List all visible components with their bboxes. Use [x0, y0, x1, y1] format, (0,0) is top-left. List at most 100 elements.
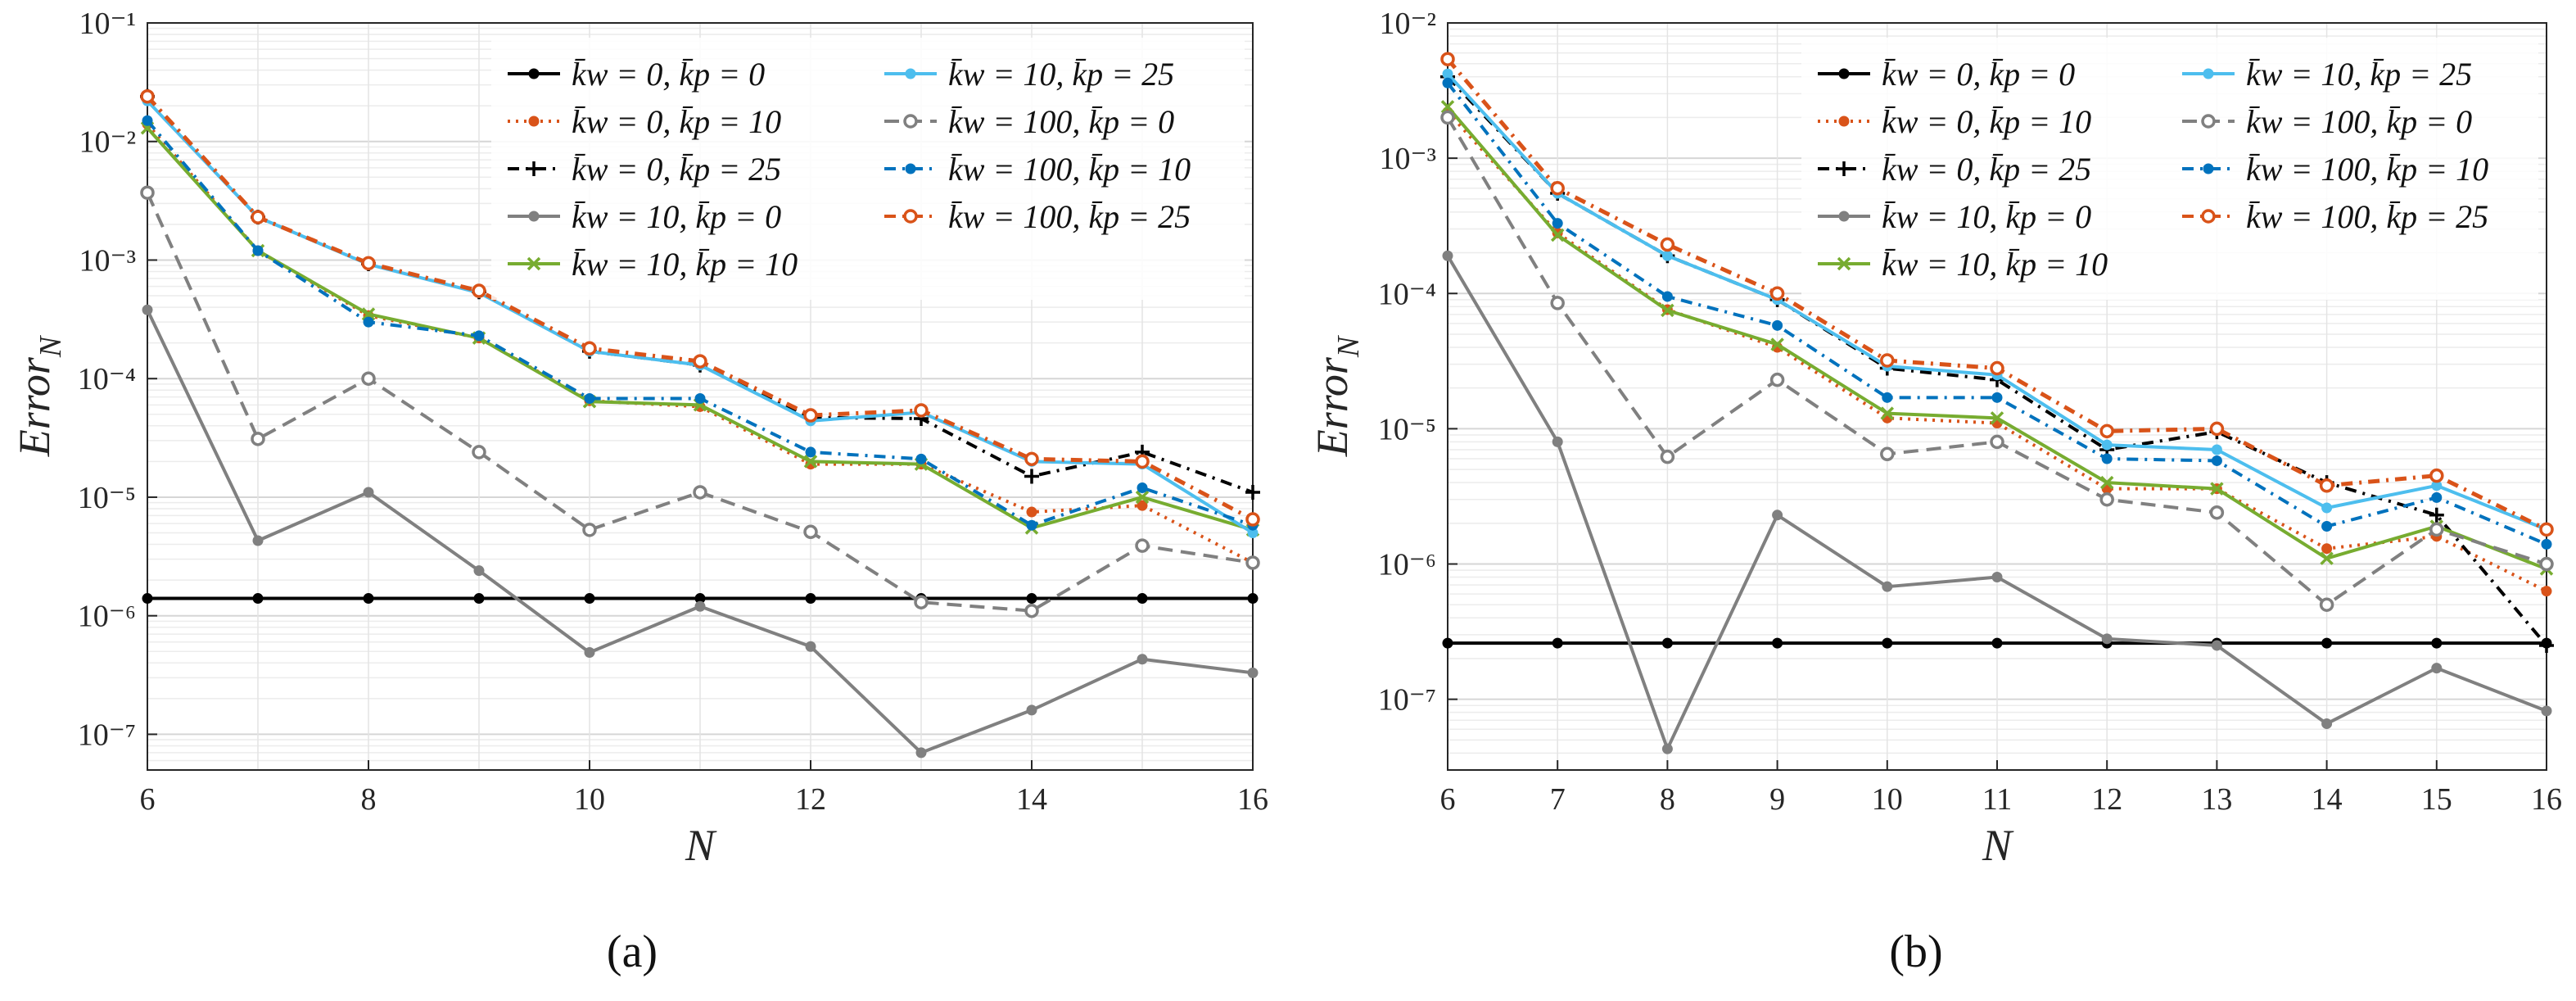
data-point: [1440, 100, 1455, 114]
data-point: [2431, 480, 2443, 491]
data-point: [915, 453, 927, 464]
legend-swatch-marker: [905, 68, 916, 79]
data-point: [2431, 663, 2443, 674]
data-point: [1661, 291, 1673, 302]
data-point: [473, 593, 485, 605]
legend-swatch-marker: [1838, 68, 1850, 79]
legend-label: k̄w = 10, k̄p = 10: [572, 246, 798, 283]
x-axis-label: N: [1982, 821, 2014, 870]
data-point: [251, 210, 265, 224]
series-8: [142, 115, 1259, 531]
legend-label: k̄w = 100, k̄p = 25: [2246, 198, 2488, 235]
data-point: [1880, 353, 1895, 368]
legend-background: [491, 38, 1245, 300]
y-axis-label: ErrorN: [10, 334, 68, 457]
data-point: [2099, 475, 2114, 490]
legend-swatch-marker: [2203, 68, 2214, 79]
data-point: [140, 185, 155, 200]
data-point: [1026, 593, 1037, 605]
data-point: [1990, 360, 2004, 376]
data-point: [2099, 491, 2114, 507]
data-point: [1552, 637, 1563, 649]
x-tick-label: 8: [1660, 782, 1675, 817]
data-point: [693, 485, 707, 500]
legend-background: [1801, 38, 2538, 300]
data-point: [1442, 77, 1453, 88]
y-tick-label: 10⁻⁶: [1378, 548, 1436, 582]
legend-label: k̄w = 0, k̄p = 25: [1882, 151, 2091, 188]
legend-swatch-marker: [526, 161, 541, 176]
series-group: [140, 88, 1260, 759]
legend-item: k̄w = 10, k̄p = 10: [1818, 246, 2108, 283]
data-point: [2210, 482, 2224, 496]
legend: k̄w = 0, k̄p = 0 k̄w = 0, k̄p = 10 k̄w = 0…: [491, 38, 1245, 300]
legend-item: k̄w = 0, k̄p = 25: [508, 151, 781, 188]
legend-item: k̄w = 10, k̄p = 10: [508, 246, 798, 283]
panel-label-a: (a): [607, 926, 658, 977]
data-point: [2541, 705, 2552, 717]
y-tick-label: 10⁻⁷: [78, 718, 136, 752]
data-point: [2099, 424, 2114, 439]
series-1: [142, 593, 1259, 605]
data-point: [1247, 667, 1259, 678]
x-tick-label: 14: [1016, 782, 1047, 817]
y-tick-label: 10⁻⁷: [1378, 683, 1436, 718]
series-9: [140, 88, 1260, 527]
data-point: [2321, 637, 2333, 649]
data-point: [251, 432, 265, 446]
legend-swatch-marker: [2203, 163, 2214, 174]
data-point: [1247, 528, 1259, 539]
data-point: [1026, 519, 1037, 531]
data-point: [1770, 337, 1784, 351]
legend-label: k̄w = 0, k̄p = 0: [572, 56, 765, 93]
data-point: [1552, 218, 1563, 229]
data-point: [1137, 654, 1148, 665]
y-tick-label: 10⁻⁶: [78, 600, 136, 634]
legend-item: k̄w = 100, k̄p = 25: [884, 198, 1191, 235]
x-tick-label: 9: [1769, 782, 1785, 817]
data-point: [2539, 522, 2554, 537]
y-tick-label: 10⁻³: [79, 243, 136, 278]
data-point: [805, 593, 816, 605]
data-point: [582, 341, 597, 356]
x-tick-label: 7: [1550, 782, 1566, 817]
data-point: [584, 593, 595, 605]
data-point: [1137, 593, 1148, 605]
data-point: [2209, 421, 2225, 437]
data-point: [2429, 507, 2444, 523]
data-point: [363, 316, 374, 328]
legend-swatch-marker: [1838, 211, 1850, 222]
data-point: [694, 593, 706, 605]
data-point: [2431, 491, 2443, 503]
data-point: [1769, 372, 1785, 387]
y-axis-label: ErrorN: [1308, 334, 1366, 457]
x-tick-label: 12: [2091, 782, 2122, 817]
series-line: [146, 95, 1254, 522]
chart-panel-a: 6 8 10 12 14 1610⁻⁷10⁻⁶10⁻⁵10⁻⁴10⁻³10⁻²10⁻¹NE…: [10, 7, 1268, 870]
legend-item: k̄w = 10, k̄p = 0: [508, 198, 781, 235]
data-point: [252, 245, 264, 256]
data-point: [2539, 637, 2554, 653]
x-tick-label: 6: [1440, 782, 1456, 817]
legend-item: k̄w = 0, k̄p = 25: [1818, 151, 2091, 188]
data-point: [805, 446, 816, 458]
legend-item: k̄w = 100, k̄p = 25: [2182, 198, 2488, 235]
data-point: [1440, 110, 1455, 125]
legend-item: k̄w = 100, k̄p = 10: [2182, 151, 2488, 188]
data-point: [2429, 522, 2444, 537]
legend-item: k̄w = 100, k̄p = 0: [2182, 103, 2472, 140]
data-point: [2321, 543, 2333, 555]
data-point: [2431, 637, 2443, 649]
data-point: [2321, 502, 2333, 514]
data-point: [1880, 406, 1895, 420]
legend-swatch-marker: [528, 211, 540, 222]
data-point: [694, 392, 706, 404]
data-point: [1137, 482, 1148, 493]
data-point: [803, 408, 818, 423]
x-tick-label: 13: [2201, 782, 2232, 817]
y-tick-label: 10⁻³: [1380, 142, 1436, 176]
y-tick-label: 10⁻²: [1380, 7, 1436, 41]
data-point: [1024, 603, 1039, 618]
data-point: [2539, 556, 2554, 572]
